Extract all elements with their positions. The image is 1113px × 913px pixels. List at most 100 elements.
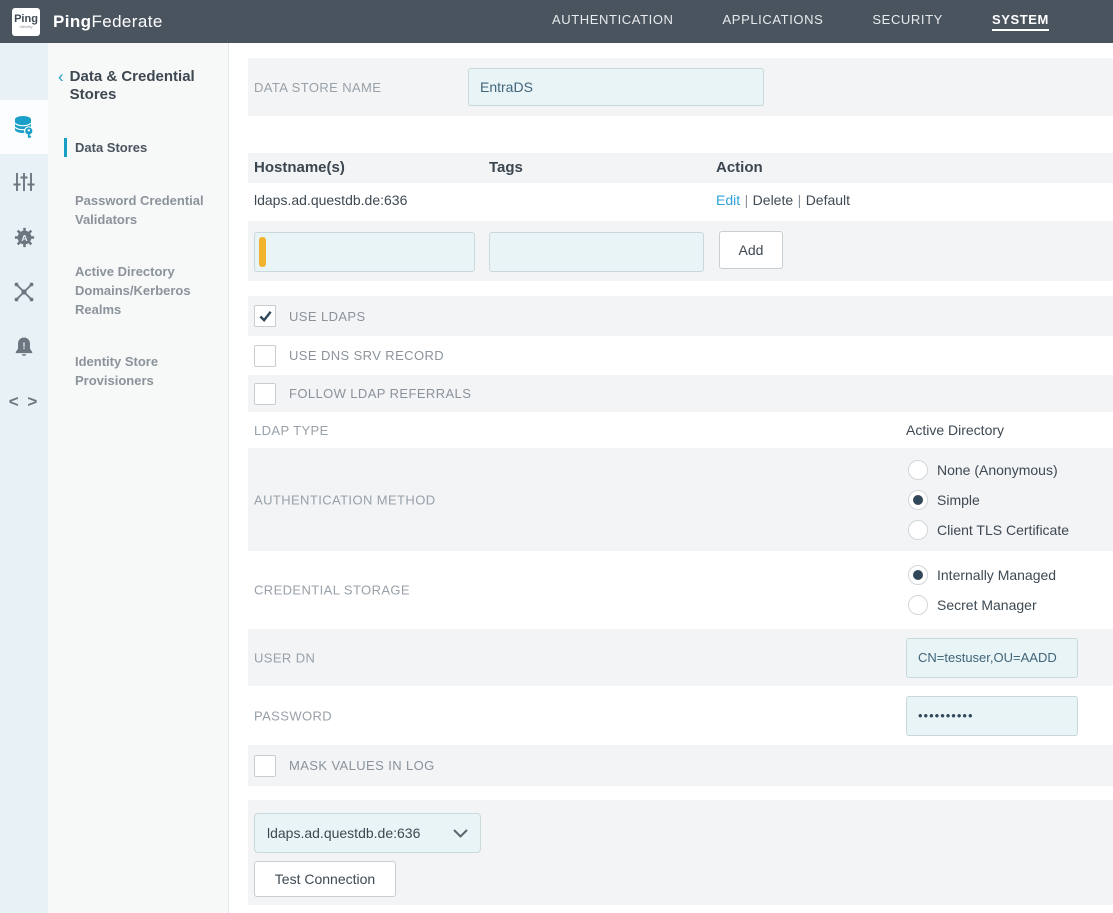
- default-link[interactable]: Default: [805, 192, 851, 208]
- column-header-action: Action: [716, 159, 763, 176]
- use-dns-srv-label: USE DNS SRV RECORD: [289, 348, 445, 363]
- user-dn-label: USER DN: [254, 650, 316, 665]
- network-nodes-icon: [12, 280, 36, 304]
- sidebar-heading: Data & Credential Stores: [69, 68, 195, 103]
- sidebar: ‹ Data & Credential Stores Data Stores P…: [48, 43, 229, 913]
- credential-storage-row: CREDENTIAL STORAGE Internally Managed Se…: [248, 551, 1113, 629]
- none-anonymous-radio[interactable]: [908, 459, 928, 480]
- hostname-select-value: ldaps.ad.questdb.de:636: [267, 825, 421, 841]
- password-label: PASSWORD: [254, 708, 333, 723]
- hostname-select-dropdown[interactable]: ldaps.ad.questdb.de:636: [254, 813, 481, 853]
- authentication-method-radio-group: None (Anonymous) Simple Client TLS Certi…: [908, 455, 1069, 545]
- product-title: PingFederate: [53, 11, 163, 31]
- main-content: DATA STORE NAME Hostname(s) Tags Action …: [229, 43, 1113, 913]
- add-tags-input[interactable]: [489, 232, 704, 272]
- use-ldaps-label: USE LDAPS: [289, 308, 366, 324]
- delete-link[interactable]: Delete: [752, 192, 794, 208]
- client-tls-certificate-label: Client TLS Certificate: [937, 521, 1070, 538]
- use-ldaps-row: USE LDAPS: [248, 296, 1113, 336]
- rail-item-server-configuration[interactable]: A: [0, 210, 48, 264]
- credential-storage-label: CREDENTIAL STORAGE: [254, 582, 411, 598]
- svg-text:A: A: [21, 232, 28, 242]
- internally-managed-radio[interactable]: [908, 565, 928, 585]
- password-input[interactable]: [906, 695, 1078, 736]
- authentication-method-row: AUTHENTICATION METHOD None (Anonymous) S…: [248, 448, 1113, 551]
- sidebar-back-heading[interactable]: ‹ Data & Credential Stores: [58, 68, 204, 104]
- chevron-left-icon: ‹: [58, 67, 64, 86]
- mask-values-label: MASK VALUES IN LOG: [289, 758, 435, 773]
- column-header-tags: Tags: [489, 159, 523, 176]
- nav-security[interactable]: SECURITY: [872, 12, 943, 27]
- secret-manager-radio[interactable]: [908, 595, 928, 615]
- ldap-type-value: Active Directory: [906, 422, 1005, 438]
- column-header-hostname: Hostname(s): [254, 159, 345, 176]
- action-separator: |: [744, 192, 749, 208]
- follow-ldap-referrals-row: FOLLOW LDAP REFERRALS: [248, 375, 1113, 412]
- use-dns-srv-row: USE DNS SRV RECORD: [248, 336, 1113, 375]
- icon-rail: A !: [0, 43, 48, 913]
- rail-item-connections[interactable]: [0, 265, 48, 319]
- sidebar-item-data-stores[interactable]: Data Stores: [64, 138, 214, 157]
- sidebar-item-identity-store-provisioners[interactable]: Identity Store Provisioners: [75, 354, 159, 388]
- mask-values-row: MASK VALUES IN LOG: [248, 745, 1113, 786]
- add-hostname-row: Add: [248, 221, 1113, 281]
- password-row: PASSWORD: [248, 686, 1113, 745]
- add-button[interactable]: Add: [719, 231, 783, 269]
- credential-storage-radio-group: Internally Managed Secret Manager: [908, 560, 1056, 620]
- radio-option-client-tls-certificate: Client TLS Certificate: [908, 515, 1069, 545]
- top-navigation-bar: Ping Identity PingFederate AUTHENTICATIO…: [0, 0, 1113, 43]
- code-brackets-icon: < >: [8, 392, 40, 411]
- secret-manager-label: Secret Manager: [937, 597, 1037, 613]
- sidebar-item-password-credential-validators[interactable]: Password Credential Validators: [75, 193, 204, 227]
- data-store-name-row: DATA STORE NAME: [248, 58, 1113, 116]
- client-tls-certificate-radio[interactable]: [908, 519, 928, 540]
- add-hostname-input[interactable]: [254, 232, 475, 272]
- test-connection-section: ldaps.ad.questdb.de:636 Test Connection: [248, 800, 1113, 905]
- use-ldaps-checkbox[interactable]: [254, 305, 276, 327]
- radio-option-simple: Simple: [908, 485, 1069, 515]
- radio-option-none-anonymous: None (Anonymous): [908, 455, 1069, 485]
- edit-link[interactable]: Edit: [716, 192, 741, 208]
- use-dns-srv-checkbox[interactable]: [254, 344, 276, 367]
- logo-text: Ping: [14, 13, 38, 25]
- rail-item-data-credential-stores[interactable]: [0, 100, 48, 154]
- svg-text:!: !: [23, 341, 26, 351]
- sliders-icon: [12, 170, 36, 194]
- mask-values-checkbox[interactable]: [254, 754, 276, 777]
- radio-option-internally-managed: Internally Managed: [908, 560, 1056, 590]
- chevron-down-icon: [453, 829, 468, 838]
- follow-ldap-referrals-label: FOLLOW LDAP REFERRALS: [289, 386, 472, 401]
- ldap-type-label: LDAP TYPE: [254, 423, 329, 438]
- nav-system[interactable]: SYSTEM: [991, 12, 1049, 31]
- ldap-type-row: LDAP TYPE Active Directory: [248, 412, 1113, 448]
- logo-subtext: Identity: [19, 24, 33, 29]
- authentication-method-label: AUTHENTICATION METHOD: [254, 492, 436, 507]
- gear-icon: A: [12, 225, 37, 250]
- rail-item-settings[interactable]: [0, 155, 48, 209]
- database-key-icon: [11, 114, 37, 140]
- ping-identity-logo[interactable]: Ping Identity: [12, 7, 40, 36]
- hostname-table-row: ldaps.ad.questdb.de:636 Edit | Delete | …: [248, 183, 1113, 221]
- primary-nav: AUTHENTICATION APPLICATIONS SECURITY SYS…: [552, 12, 1049, 31]
- radio-option-secret-manager: Secret Manager: [908, 590, 1056, 620]
- rail-item-oauth-playground[interactable]: < >: [0, 375, 48, 429]
- user-dn-row: USER DN: [248, 629, 1113, 686]
- rail-item-notifications[interactable]: !: [0, 320, 48, 374]
- simple-label: Simple: [937, 491, 980, 508]
- test-connection-button[interactable]: Test Connection: [254, 861, 396, 897]
- action-cell: Edit | Delete | Default: [716, 192, 850, 210]
- user-dn-input[interactable]: [906, 637, 1078, 678]
- none-anonymous-label: None (Anonymous): [937, 461, 1058, 478]
- internally-managed-label: Internally Managed: [937, 567, 1057, 583]
- action-separator: |: [797, 192, 802, 208]
- nav-applications[interactable]: APPLICATIONS: [722, 12, 824, 27]
- follow-ldap-referrals-checkbox[interactable]: [254, 382, 276, 405]
- bell-alert-icon: !: [12, 335, 36, 359]
- add-hostname-field-wrap: [254, 232, 475, 272]
- hostname-cell: ldaps.ad.questdb.de:636: [254, 192, 408, 208]
- data-store-name-label: DATA STORE NAME: [254, 79, 382, 95]
- nav-authentication[interactable]: AUTHENTICATION: [551, 12, 674, 27]
- simple-radio[interactable]: [908, 489, 928, 510]
- sidebar-item-ad-domains-kerberos-realms[interactable]: Active Directory Domains/Kerberos Realms: [75, 264, 191, 317]
- data-store-name-input[interactable]: [468, 68, 764, 106]
